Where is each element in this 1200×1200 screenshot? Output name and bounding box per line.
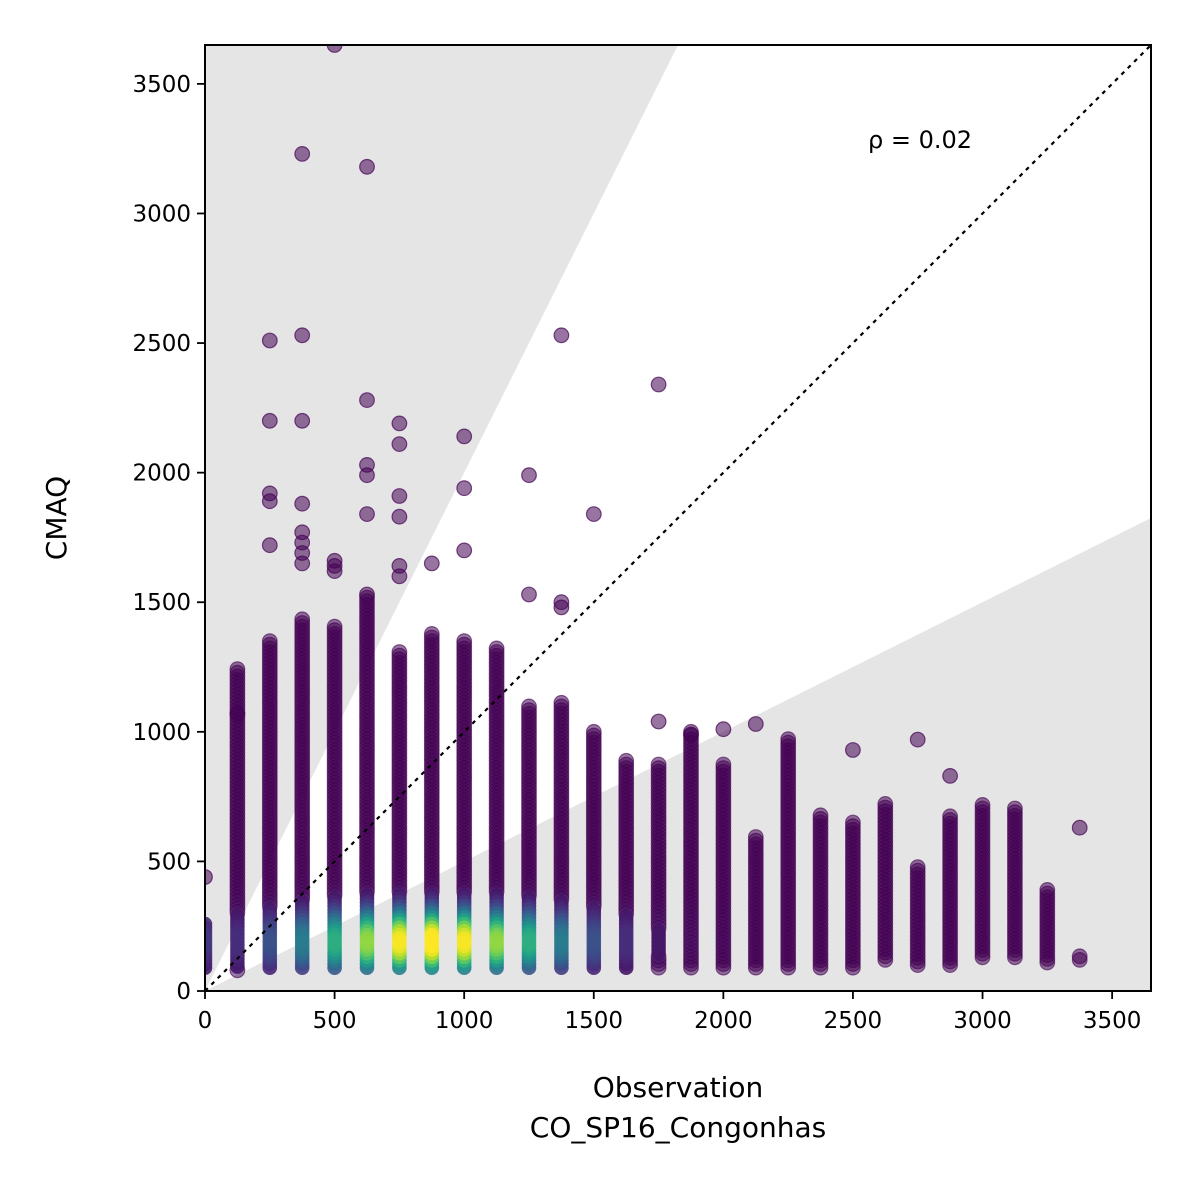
outlier-point <box>942 768 958 784</box>
outlier-point <box>359 158 375 175</box>
outlier-point <box>294 327 311 344</box>
y-tick-label: 3500 <box>132 72 191 98</box>
x-axis-subtitle: CO_SP16_Congonhas <box>530 1111 826 1144</box>
outlier-point <box>845 742 861 758</box>
outlier-point <box>391 508 408 525</box>
annotation-rho: ρ = 0.02 <box>868 126 972 154</box>
y-tick-label: 2500 <box>132 331 191 357</box>
x-axis-title: Observation <box>593 1071 764 1104</box>
outlier-point <box>294 555 311 572</box>
y-axis-title: CMAQ <box>40 476 73 560</box>
x-tick-label: 2000 <box>694 1008 753 1034</box>
outlier-point <box>747 716 764 732</box>
data-point <box>974 934 991 951</box>
data-point <box>909 935 926 952</box>
outlier-point <box>261 493 278 510</box>
y-axis-ticks: 0 500 1000 1500 2000 2500 3000 3500 <box>132 72 205 1005</box>
outlier-point <box>391 436 408 453</box>
outlier-point <box>359 392 375 409</box>
outlier-point <box>423 555 440 572</box>
outlier-point <box>359 506 375 522</box>
data-point <box>683 934 699 951</box>
x-tick-label: 2500 <box>824 1008 883 1034</box>
data-point <box>651 935 666 950</box>
outlier-point <box>261 537 278 554</box>
data-point <box>554 935 569 950</box>
outlier-point <box>1071 819 1088 836</box>
data-point <box>294 935 310 950</box>
outlier-point <box>391 568 408 585</box>
y-tick-label: 3000 <box>132 201 191 227</box>
data-point <box>586 935 602 950</box>
one-to-one-line <box>205 45 1151 991</box>
data-point <box>327 935 342 950</box>
data-point <box>747 934 764 951</box>
x-tick-label: 3000 <box>953 1008 1012 1034</box>
x-tick-label: 0 <box>198 1008 213 1034</box>
x-axis-ticks: 0 500 1000 1500 2000 2500 3000 3500 <box>198 991 1142 1034</box>
y-tick-label: 500 <box>147 849 191 875</box>
outlier-point <box>229 705 246 722</box>
outlier-point <box>359 586 375 603</box>
data-point <box>205 935 213 950</box>
outlier-point <box>683 726 699 743</box>
data-point <box>392 935 407 950</box>
outlier-point <box>456 542 473 559</box>
data-point <box>1039 932 1056 949</box>
outlier-point <box>391 488 408 504</box>
data-point <box>489 935 504 950</box>
y-tick-label: 0 <box>176 979 191 1005</box>
y-tick-label: 2000 <box>132 461 191 487</box>
outlier-point <box>205 869 213 885</box>
outlier-point <box>261 332 278 349</box>
data-point <box>359 935 375 950</box>
x-tick-label: 500 <box>313 1008 357 1034</box>
data-point <box>845 934 861 951</box>
outlier-point <box>456 428 473 445</box>
outlier-point <box>553 599 570 616</box>
y-tick-label: 1500 <box>132 590 191 616</box>
outlier-point <box>261 412 278 429</box>
data-point <box>262 935 278 950</box>
data-points <box>205 45 1088 979</box>
data-point <box>877 933 894 950</box>
data-point <box>812 934 829 951</box>
outlier-point <box>294 145 311 162</box>
outlier-point <box>294 495 311 512</box>
outlier-point <box>715 721 732 738</box>
data-point <box>230 933 245 949</box>
outlier-point <box>326 563 343 579</box>
outlier-point <box>650 376 667 393</box>
plot-frame <box>204 44 1152 992</box>
outlier-point <box>553 327 570 344</box>
data-point <box>1071 948 1088 965</box>
reference-line-y-equals-x <box>205 45 1151 991</box>
outlier-point <box>585 506 602 522</box>
x-tick-label: 3500 <box>1083 1008 1142 1034</box>
outlier-point <box>521 467 537 484</box>
outlier-point <box>521 586 537 603</box>
y-tick-label: 1000 <box>132 720 191 746</box>
data-point <box>618 935 634 950</box>
shade-upper-region <box>205 45 678 991</box>
outlier-point <box>456 480 473 497</box>
x-tick-label: 1000 <box>435 1008 494 1034</box>
data-point <box>521 935 537 950</box>
outlier-point <box>650 713 667 730</box>
outlier-point <box>391 415 408 432</box>
x-tick-label: 1500 <box>564 1008 623 1034</box>
outlier-point <box>909 731 926 748</box>
data-point <box>942 935 958 952</box>
outlier-point <box>294 412 311 429</box>
data-point <box>780 934 797 951</box>
data-point <box>424 935 440 950</box>
data-point <box>715 934 732 951</box>
outlier-point <box>359 467 375 484</box>
data-point <box>1007 934 1023 951</box>
data-point <box>456 935 472 950</box>
